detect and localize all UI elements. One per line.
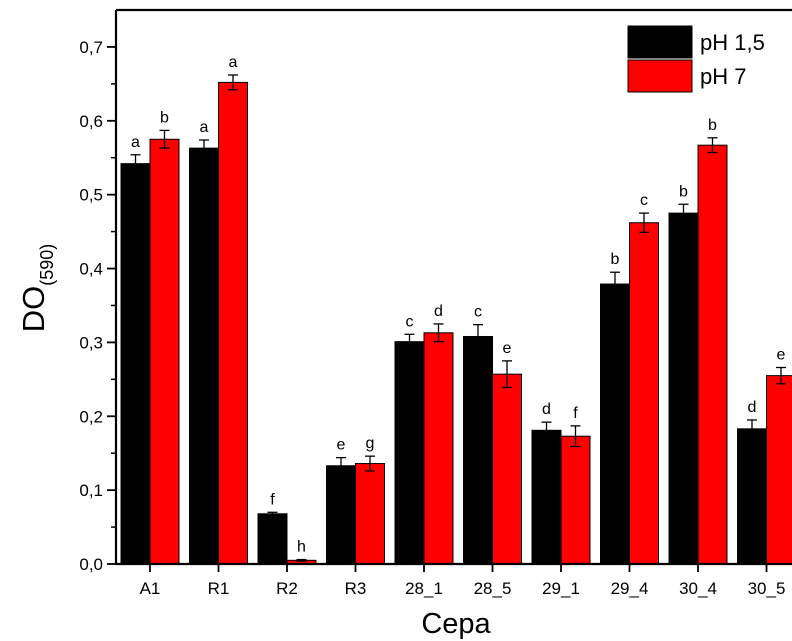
x-ticks: A1 R1 R2 R3 28_1 28_5 29_1 29_4 30_4 30_5	[140, 564, 786, 598]
bar	[423, 332, 454, 565]
x-tick-label: 28_5	[474, 579, 512, 598]
significance-letter: e	[777, 347, 786, 364]
bar	[668, 212, 699, 565]
significance-letter: b	[160, 109, 169, 126]
bar	[218, 81, 248, 565]
significance-letter: b	[679, 183, 688, 200]
y-axis-title-main: DO	[16, 286, 51, 333]
legend-swatch-ph7	[627, 59, 693, 93]
significance-letter: f	[270, 491, 275, 508]
axes-layer	[114, 8, 792, 566]
x-tick-label: R2	[276, 579, 298, 598]
y-tick-label: 0,5	[79, 186, 103, 205]
x-tick-label: A1	[140, 579, 161, 598]
significance-letter: d	[434, 303, 443, 320]
bar	[492, 373, 522, 565]
bar	[600, 283, 630, 565]
legend-label-ph15: pH 1,5	[700, 30, 765, 55]
svg-text:DO(590): DO(590)	[16, 244, 57, 333]
significance-letter: a	[131, 134, 140, 151]
bar	[149, 138, 180, 565]
x-tick-label: 29_1	[542, 579, 580, 598]
x-tick-label: 30_5	[748, 579, 786, 598]
significance-letter: c	[474, 304, 482, 321]
significance-letter: d	[748, 399, 757, 416]
bar	[394, 341, 425, 565]
significance-letter: a	[229, 54, 238, 71]
x-tick-label: 29_4	[611, 579, 649, 598]
legend-swatch-ph15	[627, 25, 693, 59]
bar	[560, 435, 591, 565]
bar	[257, 513, 288, 565]
legend: pH 1,5 pH 7	[627, 25, 765, 93]
bar	[766, 375, 792, 565]
significance-letter: e	[503, 340, 512, 357]
y-tick-label: 0,7	[79, 38, 103, 57]
significance-letter: b	[708, 117, 717, 134]
bars-layer: a b a a f h e g c d c e d f b c b b d e	[120, 54, 792, 565]
y-tick-label: 0,3	[79, 333, 103, 352]
significance-letter: f	[573, 405, 578, 422]
x-tick-label: R3	[345, 579, 367, 598]
significance-letter: g	[366, 435, 375, 452]
y-tick-label: 0,2	[79, 407, 103, 426]
bar	[629, 222, 659, 565]
bar	[463, 335, 493, 565]
bar	[737, 428, 767, 565]
y-axis-title: DO(590)	[16, 244, 57, 333]
significance-letter: h	[297, 539, 306, 556]
significance-letter: c	[640, 192, 648, 209]
significance-letter: a	[200, 119, 209, 136]
bar	[697, 144, 728, 565]
bar	[355, 463, 385, 565]
x-tick-label: 30_4	[679, 579, 717, 598]
y-tick-label: 0,0	[79, 555, 103, 574]
legend-label-ph7: pH 7	[700, 64, 746, 89]
significance-letter: e	[337, 437, 346, 454]
x-tick-label: 28_1	[405, 579, 443, 598]
y-tick-label: 0,6	[79, 112, 103, 131]
significance-letter: d	[542, 401, 551, 418]
x-tick-label: R1	[208, 579, 230, 598]
y-tick-label: 0,1	[79, 481, 103, 500]
significance-letter: c	[406, 313, 414, 330]
significance-letter: b	[611, 251, 620, 268]
y-tick-label: 0,4	[79, 260, 103, 279]
y-ticks: 0,0 0,1 0,2 0,3 0,4 0,5 0,6 0,7	[79, 38, 116, 574]
bar	[120, 163, 151, 565]
bar	[326, 465, 356, 565]
y-axis-title-subscript: (590)	[37, 244, 57, 286]
bar	[189, 147, 219, 565]
x-axis-title: Cepa	[421, 608, 491, 640]
bar	[531, 429, 562, 565]
